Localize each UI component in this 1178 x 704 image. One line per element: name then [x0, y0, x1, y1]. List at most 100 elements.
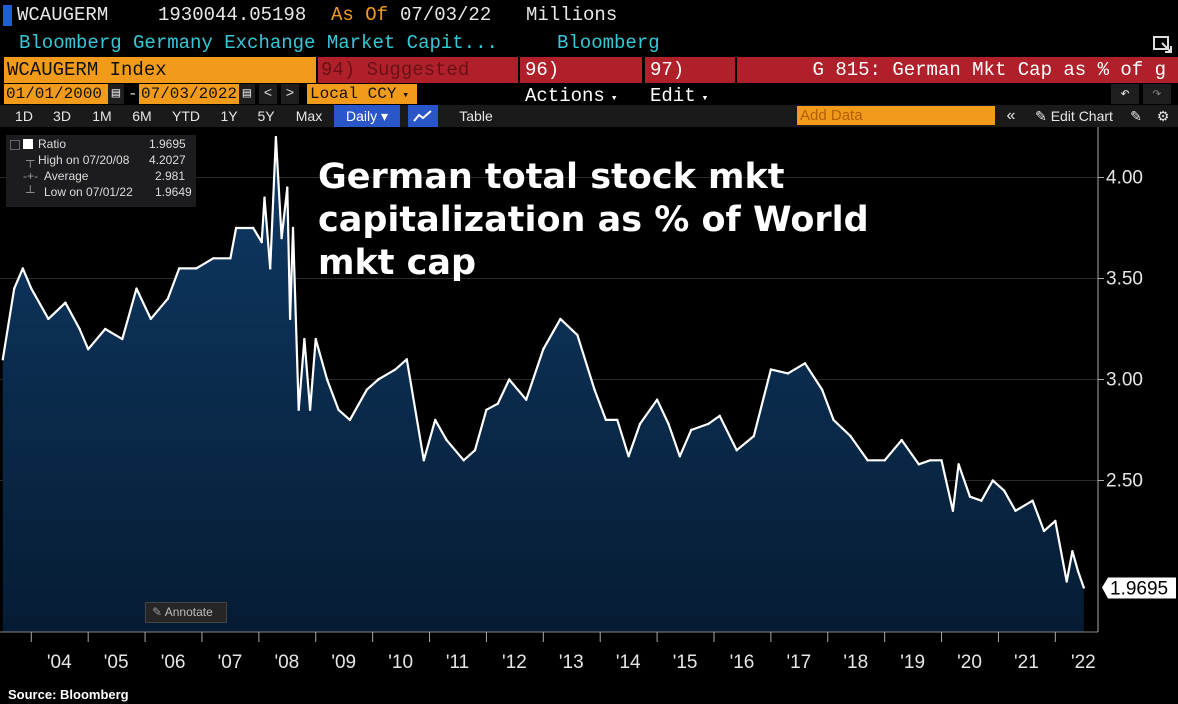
x-tick-label: '18 — [843, 652, 868, 673]
last-value-label: 1.9695 — [1110, 579, 1168, 600]
data-point — [1031, 499, 1034, 502]
edit-label: 97) Edit — [650, 59, 696, 107]
legend-low-label: Low on 07/01/22 — [44, 185, 133, 199]
data-point — [104, 327, 107, 331]
data-point — [820, 388, 824, 391]
tab-1m[interactable]: 1M — [92, 108, 112, 124]
data-point — [485, 408, 488, 411]
period-tabs: 1D 3D 1M 6M YTD 1Y 5Y Max Daily ▾ Table … — [0, 105, 1178, 127]
data-point — [559, 317, 562, 321]
data-point — [769, 368, 773, 371]
data-point — [1076, 570, 1080, 573]
x-tick-label: '09 — [331, 652, 356, 673]
annotate-edit-icon[interactable]: ✎ — [1130, 108, 1142, 124]
data-point — [365, 388, 369, 391]
legend-series-row: Ratio 1.9695 — [6, 136, 196, 152]
data-point — [667, 422, 670, 426]
data-point — [593, 388, 596, 391]
end-date-input[interactable]: 07/03/2022 — [139, 84, 239, 104]
data-point — [269, 267, 272, 270]
next-period-button[interactable]: > — [281, 84, 299, 104]
undo-icon[interactable]: ↶ — [1111, 84, 1139, 104]
add-data-input[interactable]: Add Data — [797, 106, 995, 125]
data-point — [1002, 489, 1006, 492]
settings-gear-icon[interactable]: ⚙ — [1156, 108, 1170, 124]
security-flag-icon — [3, 5, 12, 26]
tab-3d[interactable]: 3D — [53, 108, 71, 124]
data-point — [507, 378, 511, 381]
data-point — [1082, 586, 1085, 589]
y-tick-label: 3.50 — [1106, 269, 1143, 290]
x-tick-label: '17 — [786, 652, 811, 673]
x-tick-label: '20 — [957, 652, 982, 673]
data-point — [718, 414, 721, 418]
data-point — [917, 463, 920, 466]
suggested-charts-button[interactable]: 94) Suggested Charts — [318, 57, 518, 107]
data-point — [149, 317, 152, 321]
source-note: Source: Bloomberg — [8, 687, 129, 702]
legend-high-row: ┬ High on 07/20/08 4.2027 — [6, 152, 196, 168]
tab-1d[interactable]: 1D — [15, 108, 33, 124]
legend-series-name: Ratio — [38, 137, 67, 151]
data-point — [980, 499, 983, 502]
legend-high-label: High on 07/20/08 — [38, 153, 130, 167]
data-point — [260, 240, 263, 244]
data-point — [1065, 580, 1068, 583]
x-tick-label: '10 — [388, 652, 413, 673]
frequency-select[interactable]: Daily ▾ — [334, 105, 400, 127]
annotate-button[interactable]: ✎ Annotate — [145, 602, 227, 623]
data-point — [616, 418, 619, 422]
annotate-label: Annotate — [164, 605, 213, 619]
table-tab[interactable]: Table — [459, 108, 493, 124]
start-date-input[interactable]: 01/01/2000 — [4, 84, 108, 104]
fullscreen-icon[interactable] — [1152, 33, 1174, 55]
data-point — [928, 459, 932, 462]
line-chart-icon[interactable] — [408, 105, 438, 127]
tab-5y[interactable]: 5Y — [257, 108, 275, 124]
as-of-label: As Of — [331, 4, 389, 26]
data-point — [991, 479, 994, 482]
x-tick-label: '04 — [47, 652, 72, 673]
data-point — [707, 422, 710, 426]
edit-menu[interactable]: 97) Edit — [645, 57, 735, 107]
legend-average-value: 2.981 — [155, 169, 186, 183]
data-point — [968, 495, 972, 498]
average-marker-icon: -+- — [23, 169, 38, 183]
legend-average-label: Average — [44, 169, 89, 183]
x-tick-label: '11 — [446, 652, 469, 673]
series-swatch — [23, 139, 33, 149]
legend-series-value: 1.9695 — [149, 137, 186, 151]
data-point — [263, 196, 266, 199]
x-tick-label: '13 — [559, 652, 584, 673]
prev-period-button[interactable]: < — [259, 84, 277, 104]
data-point — [251, 226, 255, 230]
x-tick-label: '21 — [1014, 652, 1039, 673]
data-point — [21, 267, 24, 270]
edit-chart-label: Edit Chart — [1050, 108, 1113, 124]
data-point — [121, 337, 124, 341]
data-point — [462, 459, 465, 462]
legend-average-row: -+- Average 2.981 — [6, 168, 196, 184]
tab-1y[interactable]: 1Y — [220, 108, 238, 124]
source-name: Bloomberg — [557, 32, 660, 54]
data-point — [325, 378, 329, 381]
currency-select[interactable]: Local CCY — [307, 84, 417, 104]
low-marker-icon: ┴ — [26, 185, 35, 199]
data-point — [212, 257, 215, 260]
security-input[interactable]: WCAUGERM Index — [4, 57, 316, 83]
description-row: Bloomberg Germany Exchange Market Capit.… — [0, 30, 1178, 57]
collapse-box-icon[interactable] — [10, 140, 20, 150]
collapse-icon[interactable]: « — [1006, 107, 1016, 124]
start-calendar-icon[interactable]: ▤ — [108, 84, 124, 104]
data-point — [445, 438, 448, 442]
frequency-label: Daily — [345, 108, 378, 124]
actions-menu[interactable]: 96) Actions — [520, 57, 642, 107]
tab-ytd[interactable]: YTD — [172, 108, 200, 124]
tab-6m[interactable]: 6M — [132, 108, 152, 124]
last-value: 1930044.05198 — [158, 4, 307, 26]
tab-max[interactable]: Max — [295, 108, 323, 124]
end-calendar-icon[interactable]: ▤ — [239, 84, 255, 104]
x-tick-label: '07 — [218, 652, 243, 673]
redo-icon[interactable]: ↷ — [1143, 84, 1171, 104]
edit-chart-button[interactable]: ✎ Edit Chart — [1035, 108, 1113, 124]
